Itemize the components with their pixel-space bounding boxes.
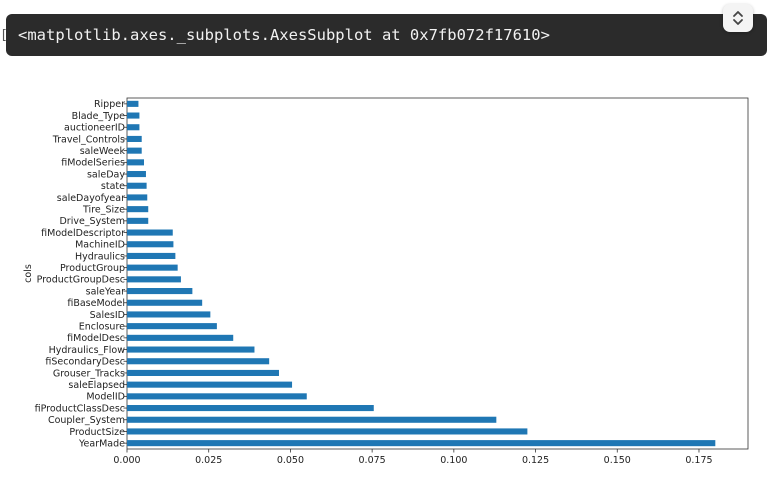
- bar: [127, 206, 149, 213]
- bar: [127, 405, 374, 412]
- bar: [127, 323, 217, 330]
- y-tick-label: ProductSize: [69, 427, 125, 438]
- x-tick-label: 0.000: [113, 455, 140, 466]
- bar: [127, 112, 140, 119]
- y-tick-label: state: [101, 181, 125, 192]
- bar: [127, 346, 255, 353]
- y-tick-label: Hydraulics: [75, 251, 125, 262]
- bar: [127, 381, 293, 388]
- bar: [127, 288, 193, 295]
- y-axis-label: cols: [23, 264, 34, 283]
- output-cell: <matplotlib.axes._subplots.AxesSubplot a…: [6, 14, 767, 56]
- bar: [127, 334, 234, 341]
- x-tick-label: 0.175: [685, 455, 712, 466]
- y-tick-label: Hydraulics_Flow: [49, 345, 126, 356]
- x-tick-label: 0.050: [277, 455, 304, 466]
- bar: [127, 171, 146, 178]
- bar: [127, 311, 211, 318]
- y-tick-label: MachineID: [75, 240, 125, 251]
- cell-output-marker: [: [0, 28, 8, 43]
- plot-frame: [126, 97, 749, 450]
- y-tick-label: saleYear: [86, 286, 125, 297]
- y-tick-label: auctioneerID: [64, 123, 125, 134]
- y-tick-label: fiModelSeries: [61, 158, 125, 169]
- bar: [127, 440, 716, 447]
- y-tick-label: YearMade: [78, 438, 125, 449]
- x-tick-label: 0.150: [604, 455, 631, 466]
- y-tick-label: Enclosure: [79, 321, 125, 332]
- bar: [127, 299, 203, 306]
- y-tick-label: Ripper: [94, 99, 125, 110]
- bar: [127, 229, 173, 236]
- y-tick-label: ProductGroup: [60, 263, 125, 274]
- chevron-up-down-icon: [733, 11, 743, 25]
- x-tick-label: 0.100: [440, 455, 467, 466]
- bar: [127, 217, 149, 224]
- y-tick-label: fiBaseModel: [67, 298, 125, 309]
- bar: [127, 276, 181, 283]
- x-tick-label: 0.125: [522, 455, 549, 466]
- y-tick-label: Blade_Type: [72, 111, 126, 122]
- bar: [127, 124, 140, 131]
- y-tick-label: saleDay: [87, 169, 125, 180]
- y-tick-label: Grouser_Tracks: [53, 368, 125, 379]
- bar: [127, 194, 148, 201]
- y-tick-label: ProductGroupDesc: [37, 275, 125, 286]
- y-tick-label: fiProductClassDesc: [35, 403, 125, 414]
- y-tick-label: Drive_System: [59, 216, 125, 227]
- bar: [127, 241, 174, 248]
- y-tick-label: saleWeek: [80, 146, 126, 157]
- bar: [127, 135, 142, 142]
- bar: [127, 147, 142, 154]
- y-tick-label: SalesID: [90, 310, 125, 321]
- y-tick-label: Coupler_System: [48, 415, 125, 426]
- bar: [127, 393, 307, 400]
- y-tick-label: fiSecondaryDesc: [45, 357, 125, 368]
- bar: [127, 159, 144, 166]
- bar: [127, 252, 176, 259]
- bar: [127, 428, 528, 435]
- bar: [127, 264, 178, 271]
- bar: [127, 100, 139, 107]
- y-tick-label: saleDayofyear: [57, 193, 125, 204]
- output-text: <matplotlib.axes._subplots.AxesSubplot a…: [18, 26, 550, 44]
- bar: [127, 182, 147, 189]
- y-tick-label: Travel_Controls: [52, 134, 125, 145]
- y-tick-label: saleElapsed: [68, 380, 125, 391]
- y-tick-label: fiModelDesc: [67, 333, 125, 344]
- x-tick-label: 0.025: [195, 455, 222, 466]
- bar: [127, 369, 279, 376]
- x-tick-label: 0.075: [359, 455, 386, 466]
- collapse-output-button[interactable]: [723, 4, 753, 32]
- bar: [127, 416, 497, 423]
- y-tick-label: ModelID: [86, 392, 125, 403]
- y-tick-label: fiModelDescriptor: [41, 228, 125, 239]
- bar: [127, 358, 270, 365]
- y-tick-label: Tire_Size: [82, 204, 125, 215]
